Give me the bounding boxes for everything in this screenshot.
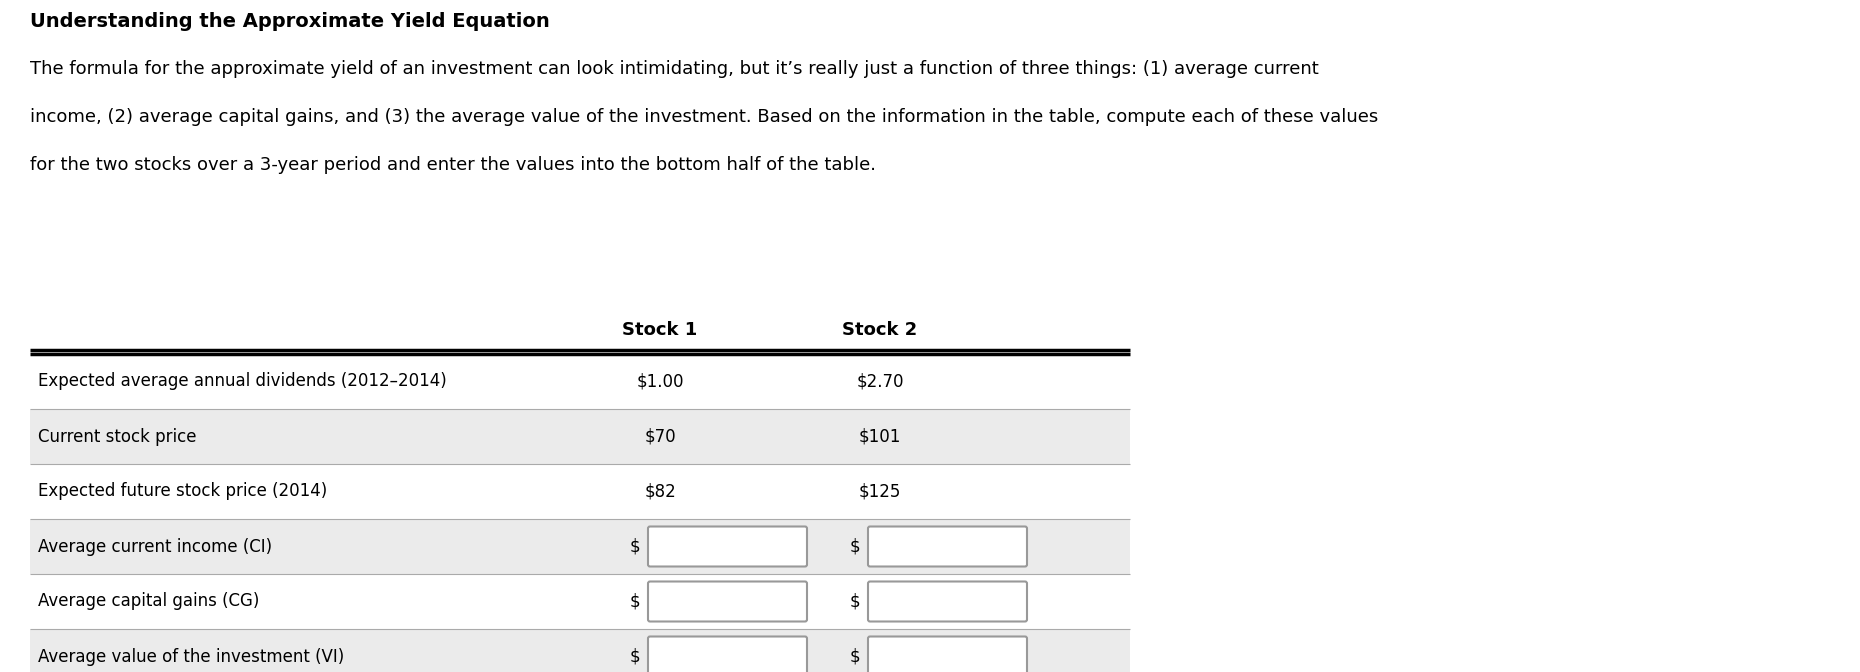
- Bar: [30, 629, 1131, 672]
- Text: $1.00: $1.00: [636, 372, 684, 390]
- Text: Average value of the investment (VI): Average value of the investment (VI): [37, 648, 344, 665]
- Text: $82: $82: [644, 482, 675, 501]
- FancyBboxPatch shape: [647, 581, 807, 622]
- Text: $125: $125: [859, 482, 902, 501]
- Text: $: $: [850, 648, 859, 665]
- FancyBboxPatch shape: [869, 581, 1027, 622]
- Bar: [30, 409, 1131, 464]
- Text: Expected average annual dividends (2012–2014): Expected average annual dividends (2012–…: [37, 372, 446, 390]
- Bar: [30, 519, 1131, 574]
- Text: $: $: [629, 593, 640, 610]
- Text: Current stock price: Current stock price: [37, 427, 197, 446]
- Text: Stock 2: Stock 2: [843, 321, 917, 339]
- FancyBboxPatch shape: [869, 636, 1027, 672]
- Text: income, (2) average capital gains, and (3) the average value of the investment. : income, (2) average capital gains, and (…: [30, 108, 1378, 126]
- Text: $: $: [850, 593, 859, 610]
- Text: $: $: [629, 648, 640, 665]
- Text: Stock 1: Stock 1: [623, 321, 698, 339]
- FancyBboxPatch shape: [869, 526, 1027, 566]
- Text: $: $: [629, 538, 640, 556]
- Text: Average capital gains (CG): Average capital gains (CG): [37, 593, 259, 610]
- Text: The formula for the approximate yield of an investment can look intimidating, bu: The formula for the approximate yield of…: [30, 60, 1319, 78]
- Text: $2.70: $2.70: [856, 372, 904, 390]
- Text: Expected future stock price (2014): Expected future stock price (2014): [37, 482, 327, 501]
- FancyBboxPatch shape: [647, 636, 807, 672]
- Text: $: $: [850, 538, 859, 556]
- FancyBboxPatch shape: [647, 526, 807, 566]
- Text: $101: $101: [859, 427, 902, 446]
- Text: for the two stocks over a 3-year period and enter the values into the bottom hal: for the two stocks over a 3-year period …: [30, 156, 876, 174]
- Text: $70: $70: [644, 427, 675, 446]
- Text: Understanding the Approximate Yield Equation: Understanding the Approximate Yield Equa…: [30, 12, 551, 31]
- Text: Average current income (CI): Average current income (CI): [37, 538, 272, 556]
